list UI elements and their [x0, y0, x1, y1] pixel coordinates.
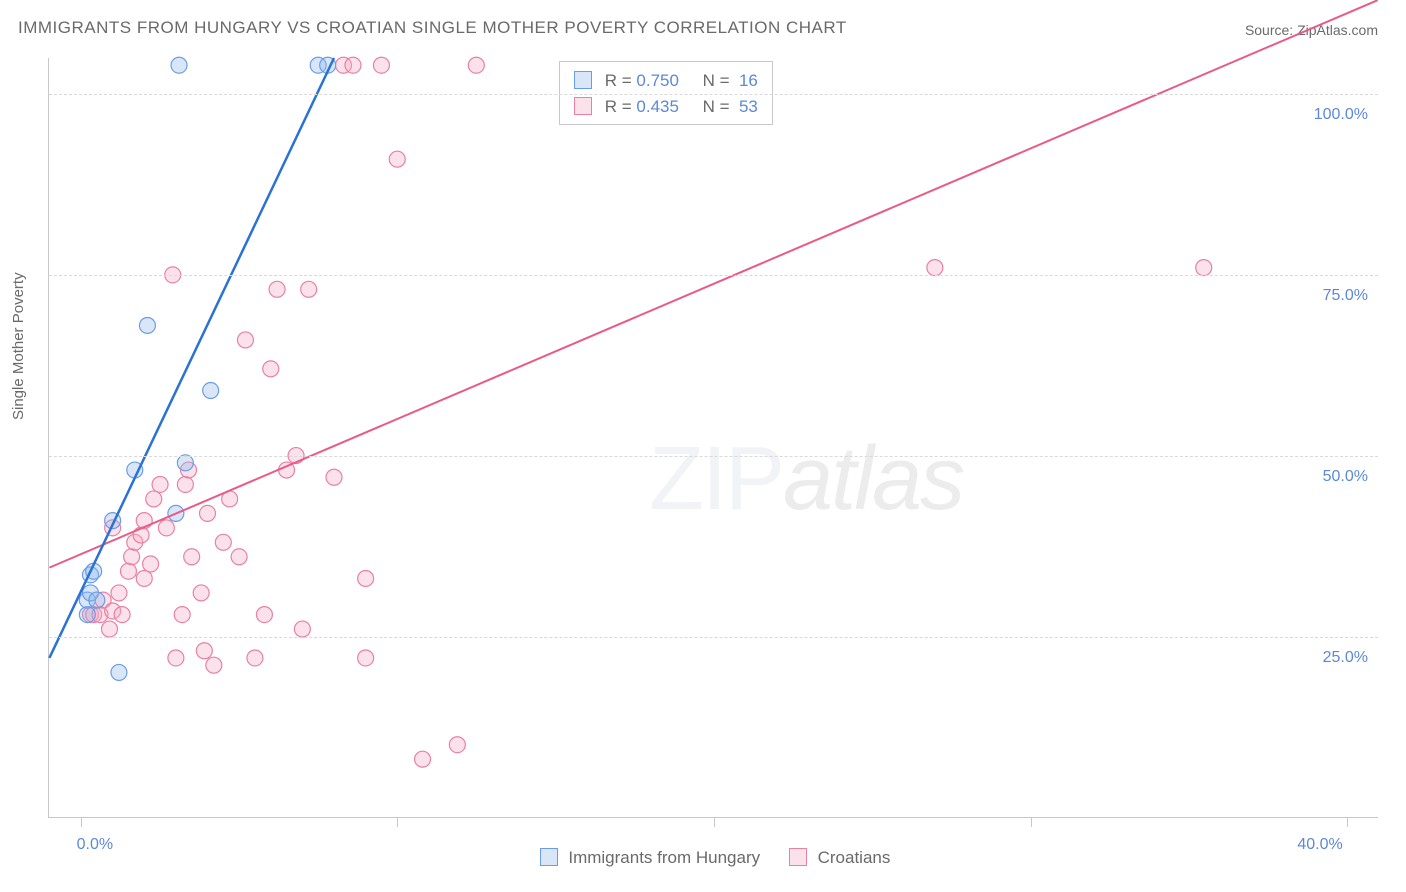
legend-r-label: R = [605, 97, 637, 116]
data-point [114, 607, 130, 623]
data-point [358, 570, 374, 586]
data-point [263, 361, 279, 377]
data-point [231, 549, 247, 565]
bottom-swatch-hungary [540, 848, 558, 866]
data-point [111, 585, 127, 601]
bottom-label-hungary: Immigrants from Hungary [568, 848, 760, 867]
data-point [139, 317, 155, 333]
source-attribution: Source: ZipAtlas.com [1245, 22, 1378, 38]
data-point [468, 57, 484, 73]
legend-r-value-croatians: 0.435 [636, 97, 679, 116]
y-axis-label: Single Mother Poverty [10, 272, 27, 420]
bottom-label-croatians: Croatians [818, 848, 891, 867]
data-point [168, 650, 184, 666]
legend-r-label: R = [605, 71, 637, 90]
chart-title: IMMIGRANTS FROM HUNGARY VS CROATIAN SING… [18, 18, 847, 38]
data-point [1196, 260, 1212, 276]
x-tick [397, 817, 398, 827]
correlation-legend: R = 0.750 N = 16 R = 0.435 N = 53 [559, 61, 773, 125]
gridline [49, 94, 1378, 95]
legend-n-label: N = [703, 71, 735, 90]
data-point [415, 751, 431, 767]
data-point [247, 650, 263, 666]
data-point [358, 650, 374, 666]
data-point [111, 664, 127, 680]
data-point [449, 737, 465, 753]
data-point [124, 549, 140, 565]
data-point [120, 563, 136, 579]
data-point [89, 592, 105, 608]
gridline [49, 637, 1378, 638]
data-point [193, 585, 209, 601]
chart-svg [49, 58, 1378, 817]
x-tick [1031, 817, 1032, 827]
data-point [256, 607, 272, 623]
x-tick [714, 817, 715, 827]
x-tick [81, 817, 82, 827]
data-point [79, 607, 95, 623]
data-point [196, 643, 212, 659]
data-point [177, 476, 193, 492]
data-point [206, 657, 222, 673]
y-tick-label: 75.0% [1323, 287, 1368, 305]
data-point [174, 607, 190, 623]
data-point [927, 260, 943, 276]
legend-swatch-croatians [574, 97, 592, 115]
data-point [101, 621, 117, 637]
gridline [49, 456, 1378, 457]
data-point [269, 281, 285, 297]
data-point [203, 383, 219, 399]
data-point [301, 281, 317, 297]
legend-n-label: N = [703, 97, 735, 116]
y-tick-label: 25.0% [1323, 649, 1368, 667]
x-tick [1347, 817, 1348, 827]
data-point [345, 57, 361, 73]
data-point [158, 520, 174, 536]
plot-area: ZIPatlas R = 0.750 N = 16 R = 0.435 N = … [48, 58, 1378, 818]
legend-n-value-croatians: 53 [739, 97, 758, 116]
data-point [171, 57, 187, 73]
legend-row-croatians: R = 0.435 N = 53 [574, 94, 758, 120]
bottom-legend: Immigrants from Hungary Croatians [0, 848, 1406, 868]
data-point [200, 505, 216, 521]
y-tick-label: 50.0% [1323, 468, 1368, 486]
legend-n-value-hungary: 16 [739, 71, 758, 90]
data-point [326, 469, 342, 485]
source-label: Source: [1245, 22, 1293, 38]
data-point [184, 549, 200, 565]
data-point [215, 534, 231, 550]
legend-row-hungary: R = 0.750 N = 16 [574, 68, 758, 94]
legend-swatch-hungary [574, 71, 592, 89]
y-tick-label: 100.0% [1314, 106, 1368, 124]
legend-r-value-hungary: 0.750 [636, 71, 679, 90]
data-point [373, 57, 389, 73]
data-point [237, 332, 253, 348]
bottom-swatch-croatians [789, 848, 807, 866]
data-point [146, 491, 162, 507]
data-point [177, 455, 193, 471]
data-point [136, 570, 152, 586]
regression-line [49, 58, 334, 658]
data-point [143, 556, 159, 572]
gridline [49, 275, 1378, 276]
data-point [389, 151, 405, 167]
data-point [152, 476, 168, 492]
data-point [294, 621, 310, 637]
